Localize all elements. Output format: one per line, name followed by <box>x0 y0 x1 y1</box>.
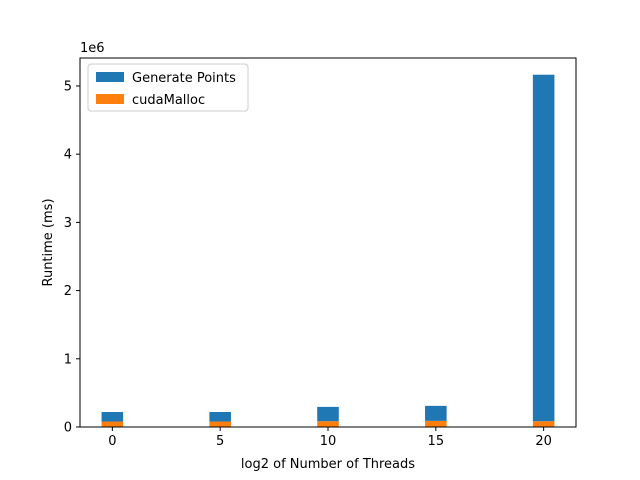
bar-generate-points-10 <box>317 406 339 422</box>
x-axis-label: log2 of Number of Threads <box>241 457 415 472</box>
x-tick-label-10: 10 <box>320 434 337 449</box>
legend-swatch-cudamalloc <box>96 94 124 104</box>
x-tick-label-0: 0 <box>108 434 116 449</box>
bar-generate-points-0 <box>101 411 124 422</box>
legend-label-generate-points: Generate Points <box>132 71 236 86</box>
legend-swatch-generate-points <box>96 72 124 82</box>
y-offset-label: 1e6 <box>80 41 105 56</box>
bars <box>101 74 555 427</box>
bar-cudamalloc-10 <box>317 421 339 427</box>
bar-generate-points-5 <box>209 411 231 422</box>
legend: Generate Points cudaMalloc <box>87 63 249 112</box>
x-tick-label-15: 15 <box>428 434 445 449</box>
legend-label-cudamalloc: cudaMalloc <box>132 93 205 108</box>
bar-generate-points-20 <box>532 74 555 422</box>
x-tick-label-20: 20 <box>535 434 552 449</box>
axes: 0 5 10 15 20 0 1 2 3 4 5 <box>64 57 577 449</box>
bar-generate-points-15 <box>425 405 447 421</box>
bar-cudamalloc-0 <box>101 421 124 427</box>
y-tick-label-5: 5 <box>64 79 72 94</box>
legend-box <box>87 63 249 112</box>
y-tick-label-0: 0 <box>64 421 72 436</box>
x-tick-label-5: 5 <box>216 434 224 449</box>
y-tick-label-2: 2 <box>64 284 72 299</box>
bar-cudamalloc-20 <box>532 421 555 427</box>
y-tick-label-1: 1 <box>64 352 72 367</box>
y-tick-label-3: 3 <box>64 216 72 231</box>
bar-cudamalloc-15 <box>425 420 447 427</box>
y-tick-label-4: 4 <box>64 148 72 163</box>
bar-cudamalloc-5 <box>209 421 231 427</box>
y-axis-label: Runtime (ms) <box>41 198 56 286</box>
